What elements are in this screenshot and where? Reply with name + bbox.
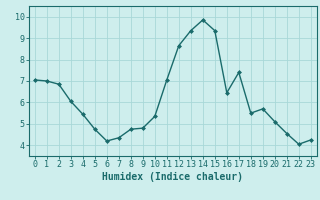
X-axis label: Humidex (Indice chaleur): Humidex (Indice chaleur) (102, 172, 243, 182)
